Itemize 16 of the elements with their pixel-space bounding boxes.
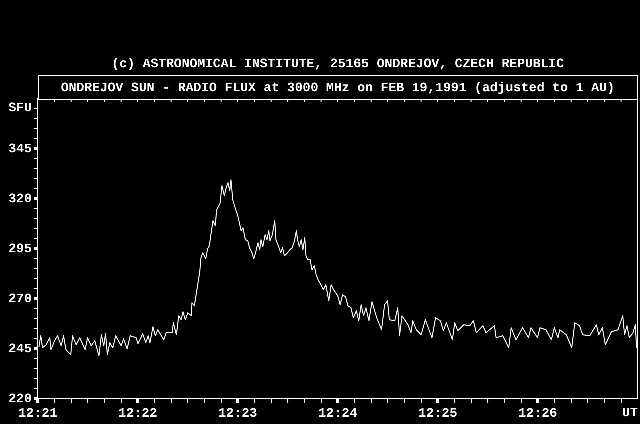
x-tick-label: 12:22	[118, 406, 158, 422]
text: (c) ASTRONOMICAL INSTITUTE, 25165 ONDREJOV, CZECH REPUBLIC	[112, 56, 564, 72]
y-tick-label: 245	[8, 341, 32, 356]
y-tick-label: 270	[8, 291, 32, 306]
x-tick-label: 12:21	[18, 406, 58, 422]
y-axis-title: SFU	[8, 100, 32, 116]
y-tick-label: 345	[8, 141, 32, 156]
x-axis-title: UT	[622, 405, 638, 420]
y-tick-label: 320	[8, 191, 32, 206]
y-tick-label: 220	[8, 391, 32, 406]
x-tick-label: 12:26	[518, 406, 558, 422]
x-tick-label: 12:23	[218, 406, 258, 422]
x-tick-label: 12:24	[318, 406, 358, 422]
y-tick-label: 295	[8, 241, 32, 256]
chart-title: ONDREJOV SUN - RADIO FLUX at 3000 MHz on FEB 19,1991 (adjusted to 1 AU)	[61, 80, 615, 96]
x-tick-label: 12:25	[418, 406, 458, 422]
